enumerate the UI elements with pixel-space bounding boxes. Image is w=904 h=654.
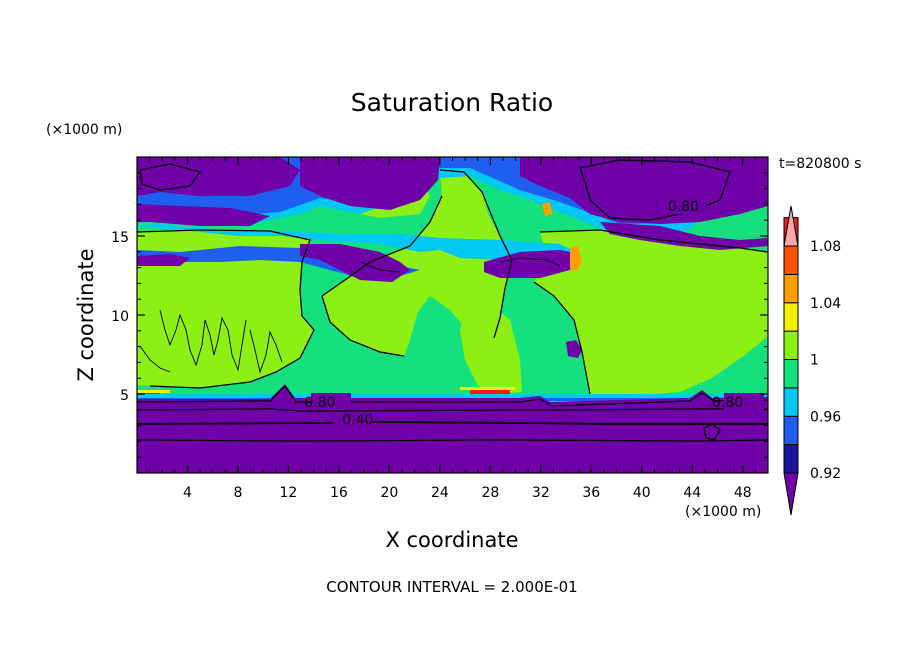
contour-label-bg: [666, 196, 706, 214]
y-tick-label: 10: [111, 309, 129, 325]
x-axis: 4 8 12 16 20 24 28 32 36 40 44 48: [149, 157, 756, 501]
contour-line: [499, 257, 561, 267]
colorbar-bin: [783, 273, 799, 304]
x-tick-label: 48: [734, 485, 752, 501]
colorbar-bin: [783, 444, 799, 474]
x-tick-label: 16: [330, 485, 348, 501]
field-region-purple-spot: [566, 340, 582, 358]
field-region-purple-rightband: [600, 222, 768, 250]
x-tick-label: 44: [683, 485, 701, 501]
contour-lines: [137, 159, 768, 442]
contour-line: [533, 281, 591, 395]
x-tick-label: 12: [280, 485, 298, 501]
field-region-purple-lowerlayer: [137, 384, 768, 473]
contour-line: [139, 345, 171, 373]
field-region-green-right: [534, 230, 768, 396]
field-region-purple-leftband: [137, 204, 270, 226]
field-region-purple-band-left: [137, 254, 190, 266]
x-tick-label: 28: [481, 485, 499, 501]
contour-line: [139, 163, 202, 191]
contour-label-bg: [333, 412, 373, 429]
contour-line: [137, 384, 768, 407]
colorbar-bin: [783, 205, 799, 247]
contour-label-bg: [724, 393, 764, 410]
field-region-purple-centerband: [484, 250, 580, 278]
contour-interval-note: CONTOUR INTERVAL = 2.000E-01: [326, 578, 577, 596]
colorbar-bin: [783, 302, 799, 332]
contour-line: [703, 423, 721, 441]
x-tick-label: 32: [532, 485, 550, 501]
x-tick-label: 20: [380, 485, 398, 501]
field-region-orange-streak: [570, 246, 582, 272]
field-region-purple-topleft: [137, 157, 300, 196]
time-label: t=820800 s: [779, 156, 861, 172]
y-axis-unit: (×1000 m): [46, 122, 122, 138]
field-region-orange-streak2: [542, 202, 552, 216]
colorbar-bin: [783, 245, 799, 275]
x-axis-label: X coordinate: [385, 528, 518, 552]
x-tick-label: 4: [183, 485, 192, 501]
colorbar-tick-label: 0.92: [810, 466, 841, 482]
field-region-yellow-strip2: [460, 387, 515, 390]
chart-title: Saturation Ratio: [351, 88, 553, 117]
contour-line: [137, 421, 768, 425]
colorbar-tick-label: 1.08: [810, 239, 841, 255]
field-region-green-left: [137, 229, 314, 388]
x-tick-label: 36: [582, 485, 600, 501]
field-region-green-center: [322, 170, 512, 356]
colorbar-tick-label: 1: [810, 353, 819, 369]
field-region-purple-topcenter: [300, 157, 440, 210]
x-tick-label: 8: [233, 485, 242, 501]
colorbar-tick-label: 1.04: [810, 296, 841, 312]
y-tick-label: 15: [111, 230, 129, 246]
contour-line: [159, 309, 247, 372]
contour-labels: 0.80 0.80 0.40 0.80: [304, 199, 743, 428]
contour-lines-fine: [139, 257, 561, 374]
contour-label: 0.80: [712, 395, 743, 411]
colorbar-tick-label: 0.96: [810, 409, 841, 425]
x-tick-label: 24: [431, 485, 449, 501]
contour-label: 0.40: [342, 412, 373, 428]
contour-label: 0.80: [304, 395, 335, 411]
field-region-yellow-strip: [137, 390, 170, 393]
contour-label: 0.80: [668, 199, 699, 215]
field-region-purple-midband: [300, 244, 410, 282]
y-axis: 5 10 15: [111, 172, 768, 458]
contour-line: [137, 408, 768, 412]
contour-line: [137, 439, 768, 442]
contour-line: [321, 195, 443, 357]
saturation-field: [137, 157, 768, 473]
colorbar-bin: [783, 359, 799, 389]
field-region-green-mid: [460, 300, 522, 394]
contour-line: [539, 229, 768, 253]
colorbar: 0.92 0.96 1 1.04 1.08: [783, 205, 841, 516]
field-region-lightblue-band: [137, 224, 580, 262]
x-tick-label: 40: [633, 485, 651, 501]
field-region-red-strip2: [470, 390, 510, 394]
colorbar-bin: [783, 472, 799, 516]
colorbar-bin: [783, 330, 799, 360]
colorbar-bin: [783, 387, 799, 417]
contour-label-bg: [311, 393, 351, 410]
y-tick-label: 5: [120, 388, 129, 404]
contour-line: [249, 329, 283, 374]
y-axis-label: Z coordinate: [74, 248, 98, 381]
contour-line: [137, 229, 315, 389]
contour-line: [439, 169, 513, 339]
contour-line: [359, 261, 401, 273]
x-axis-unit: (×1000 m): [685, 504, 761, 520]
colorbar-bin: [783, 415, 799, 446]
